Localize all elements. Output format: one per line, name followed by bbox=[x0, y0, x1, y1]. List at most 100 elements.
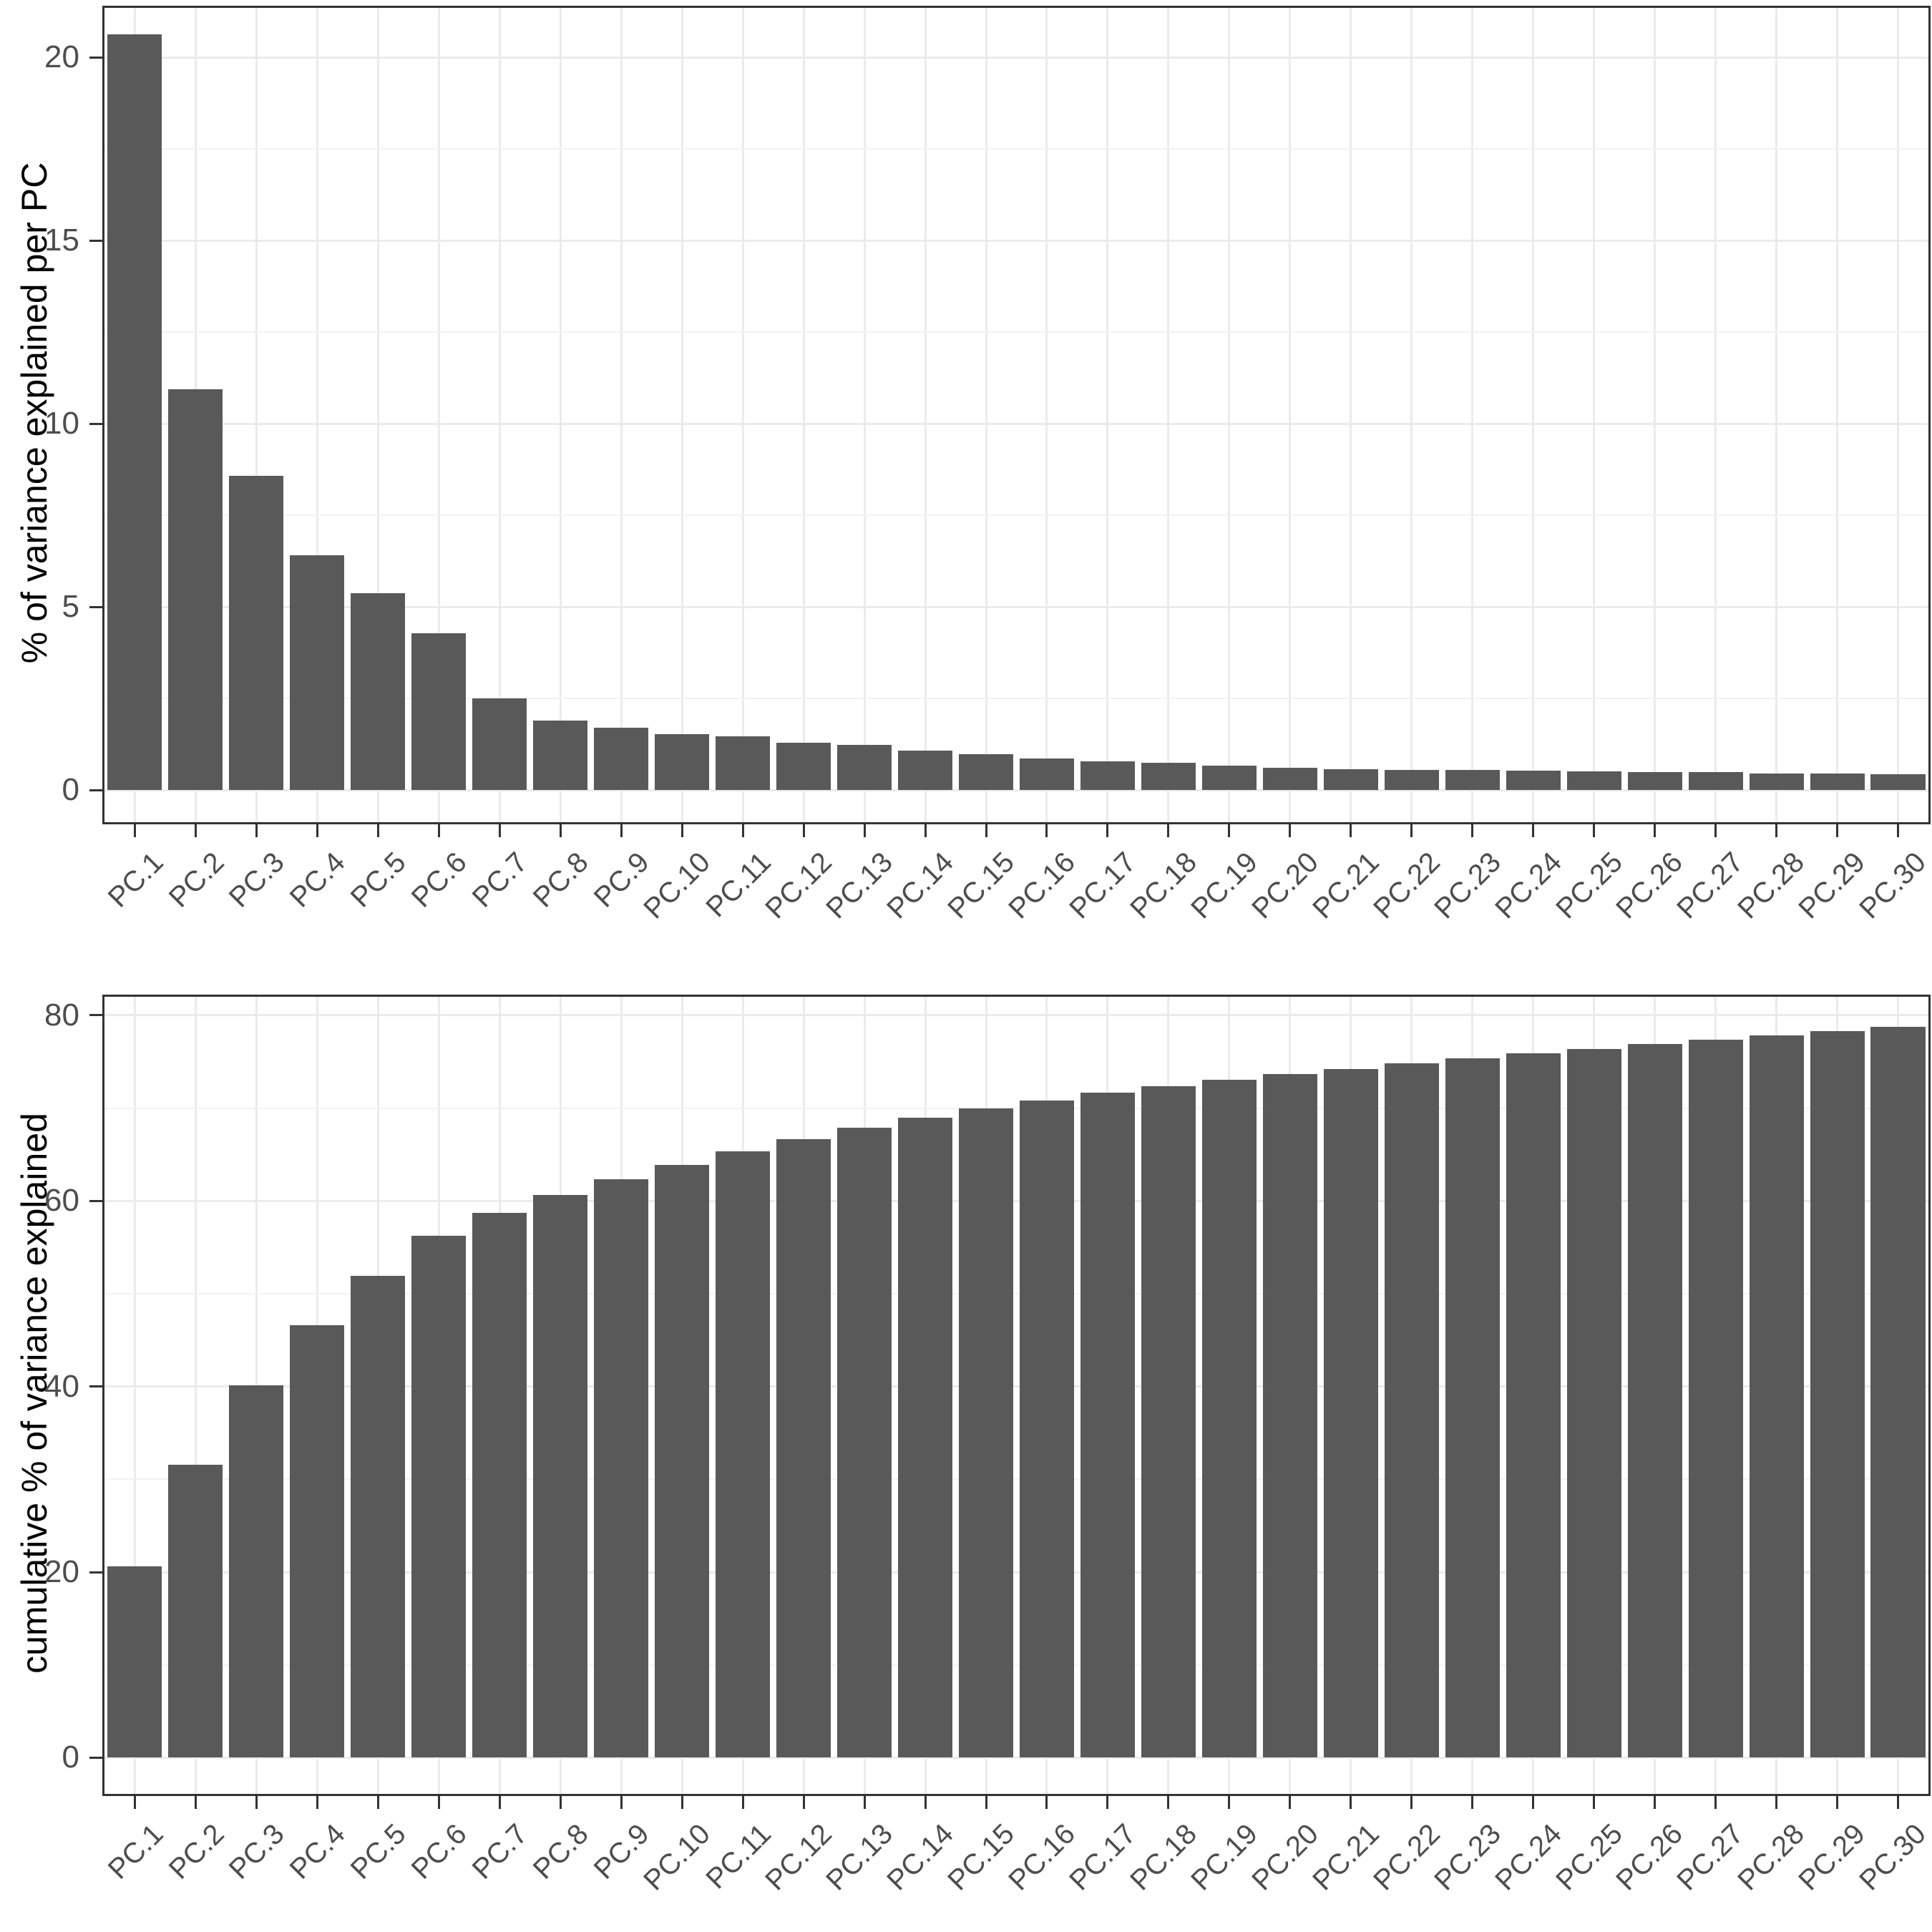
y-tick-label: 80 bbox=[44, 997, 79, 1033]
bar-PC.3 bbox=[229, 1385, 284, 1758]
gridline-vertical bbox=[255, 8, 258, 822]
x-tick-label-text: PC.11 bbox=[700, 1818, 777, 1896]
x-tick-label-text: PC.17 bbox=[1063, 1818, 1142, 1897]
plot-panel bbox=[102, 995, 1931, 1796]
plot-panel bbox=[102, 6, 1931, 824]
x-tick-label-text: PC.4 bbox=[284, 846, 352, 914]
x-tick-mark bbox=[741, 824, 744, 837]
bar-PC.4 bbox=[290, 555, 345, 791]
gridline-vertical bbox=[559, 8, 562, 822]
x-tick-mark bbox=[194, 1796, 197, 1809]
y-tick-label: 0 bbox=[62, 1740, 79, 1775]
y-tick-mark bbox=[89, 605, 102, 608]
bar-PC.19 bbox=[1201, 1079, 1257, 1758]
gridline-vertical bbox=[1836, 8, 1839, 822]
x-tick-mark bbox=[376, 1796, 379, 1809]
gridline-major bbox=[104, 1756, 1928, 1759]
x-tick-label-text: PC.2 bbox=[162, 1818, 230, 1885]
x-tick-label-text: PC.20 bbox=[1245, 1818, 1324, 1897]
x-tick-mark bbox=[620, 1796, 623, 1809]
bar-PC.29 bbox=[1810, 774, 1865, 791]
x-tick-label-text: PC.27 bbox=[1671, 846, 1750, 925]
gridline-minor bbox=[104, 1478, 1928, 1480]
gridline-minor bbox=[104, 1664, 1928, 1666]
bar-PC.2 bbox=[168, 389, 223, 791]
bar-PC.11 bbox=[716, 1151, 771, 1758]
bar-PC.28 bbox=[1749, 773, 1804, 791]
x-tick-mark bbox=[316, 1796, 318, 1809]
x-tick-mark bbox=[316, 824, 318, 837]
x-tick-label-text: PC.5 bbox=[345, 1818, 413, 1885]
scree-variance-chart: % of variance explained per PC 0 5 10 15 20 P… bbox=[14, 6, 1932, 925]
bar-PC.2 bbox=[168, 1464, 223, 1758]
x-tick-mark bbox=[559, 824, 562, 837]
bar-PC.24 bbox=[1506, 771, 1561, 791]
x-tick-label-text: PC.14 bbox=[881, 846, 960, 925]
x-tick-label-text: PC.24 bbox=[1488, 846, 1568, 925]
cumulative-variance-chart: cumulative % of variance explained 0 20 40… bbox=[0, 966, 1932, 1932]
x-tick-label-text: PC.12 bbox=[759, 846, 838, 925]
bar-PC.9 bbox=[594, 728, 649, 791]
bar-PC.12 bbox=[776, 1138, 831, 1758]
x-tick-label-text: PC.1 bbox=[102, 846, 170, 914]
bar-PC.30 bbox=[1870, 1027, 1926, 1758]
bar-PC.18 bbox=[1141, 1085, 1196, 1758]
x-tick-label-text: PC.23 bbox=[1428, 1818, 1507, 1897]
x-tick-mark bbox=[1471, 824, 1474, 837]
y-tick-label: 5 bbox=[62, 589, 79, 625]
x-tick-label-text: PC.7 bbox=[467, 846, 535, 914]
x-tick-mark bbox=[1836, 1796, 1839, 1809]
bar-PC.22 bbox=[1384, 1063, 1439, 1758]
bar-PC.23 bbox=[1445, 770, 1500, 791]
bar-PC.29 bbox=[1810, 1030, 1865, 1758]
gridline-vertical bbox=[1350, 8, 1352, 822]
bar-PC.26 bbox=[1627, 771, 1682, 791]
x-tick-label-text: PC.26 bbox=[1610, 846, 1689, 925]
x-tick-label-text: PC.4 bbox=[284, 1818, 352, 1885]
x-tick-label-text: PC.29 bbox=[1792, 846, 1872, 925]
x-tick-mark bbox=[1410, 824, 1413, 837]
bar-PC.14 bbox=[898, 1117, 953, 1758]
bar-PC.10 bbox=[655, 1164, 710, 1758]
x-tick-mark bbox=[924, 824, 927, 837]
x-tick-mark bbox=[194, 824, 197, 837]
x-tick-label-text: PC.15 bbox=[942, 846, 1020, 925]
x-tick-label-text: PC.19 bbox=[1184, 846, 1264, 925]
x-tick-label-text: PC.25 bbox=[1549, 846, 1629, 925]
bar-PC.8 bbox=[533, 1194, 588, 1758]
x-tick-mark bbox=[802, 1796, 805, 1809]
x-tick-mark bbox=[255, 1796, 258, 1809]
bar-PC.25 bbox=[1566, 1048, 1621, 1758]
x-tick-label-text: PC.18 bbox=[1124, 1818, 1203, 1897]
y-tick-label: 0 bbox=[62, 772, 79, 808]
gridline-minor bbox=[104, 698, 1928, 700]
x-tick-mark bbox=[863, 1796, 866, 1809]
x-tick-mark bbox=[1714, 1796, 1717, 1809]
bar-PC.24 bbox=[1506, 1053, 1561, 1758]
gridline-vertical bbox=[1228, 8, 1231, 822]
bar-PC.19 bbox=[1201, 765, 1257, 791]
y-tick-mark bbox=[89, 1571, 102, 1574]
x-tick-mark bbox=[802, 824, 805, 837]
bar-PC.28 bbox=[1749, 1035, 1804, 1758]
gridline-minor bbox=[104, 1107, 1928, 1109]
x-tick-mark bbox=[924, 1796, 927, 1809]
bar-PC.27 bbox=[1688, 1039, 1743, 1758]
x-tick-label-text: PC.13 bbox=[820, 1818, 899, 1897]
x-tick-label-text: PC.6 bbox=[406, 846, 474, 914]
x-tick-label-text: PC.8 bbox=[527, 846, 595, 914]
gridline-vertical bbox=[1714, 8, 1717, 822]
x-tick-mark bbox=[620, 824, 623, 837]
bar-PC.16 bbox=[1019, 758, 1074, 791]
x-tick-mark bbox=[1714, 824, 1717, 837]
x-tick-label-text: PC.23 bbox=[1428, 846, 1507, 925]
y-tick-mark bbox=[89, 422, 102, 425]
x-tick-mark bbox=[559, 1796, 562, 1809]
y-tick-label: 40 bbox=[44, 1368, 79, 1404]
x-tick-label-text: PC.14 bbox=[881, 1818, 960, 1897]
x-tick-mark bbox=[1228, 824, 1231, 837]
x-tick-label-text: PC.25 bbox=[1549, 1818, 1629, 1897]
bar-PC.7 bbox=[472, 1212, 527, 1758]
bar-PC.25 bbox=[1566, 771, 1621, 791]
bar-PC.13 bbox=[837, 744, 892, 791]
